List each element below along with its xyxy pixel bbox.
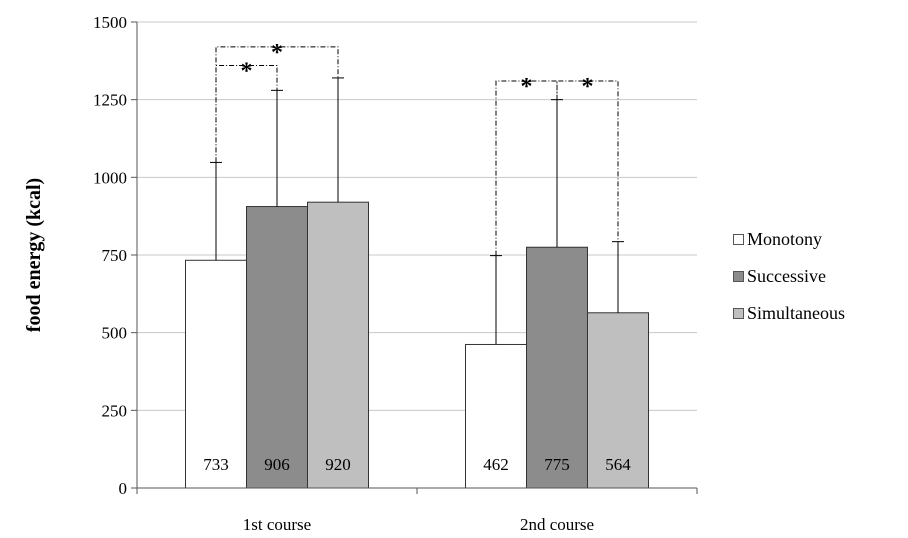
significance-star: * (271, 40, 283, 66)
y-tick-label: 0 (119, 479, 128, 498)
significance-star: * (241, 58, 253, 84)
y-tick-label: 1000 (93, 168, 127, 187)
legend-swatch-monotony (733, 234, 744, 245)
significance-bracket (556, 80, 619, 242)
significance-brackets: * * * * (215, 40, 619, 256)
value-label: 775 (544, 455, 570, 474)
y-tick-labels: 0 250 500 750 1000 1250 1500 (93, 13, 127, 498)
error-bars (210, 77, 624, 345)
bar (185, 259, 247, 489)
legend-swatch-simultaneous (733, 308, 744, 319)
legend-item-simultaneous: Simultaneous (733, 302, 845, 325)
y-tick-label: 1250 (93, 91, 127, 110)
x-category-label: 2nd course (520, 515, 594, 534)
significance-star: * (521, 74, 533, 100)
value-label: 564 (605, 455, 631, 474)
y-tick-label: 500 (102, 324, 128, 343)
bar (246, 206, 308, 489)
value-labels: 733 462 906 775 920 564 (203, 455, 631, 474)
legend-item-successive: Successive (733, 265, 845, 288)
legend-item-monotony: Monotony (733, 228, 845, 251)
significance-bracket (215, 64, 278, 163)
legend: Monotony Successive Simultaneous (733, 228, 845, 339)
value-label: 920 (325, 455, 351, 474)
x-category-labels: 1st course 2nd course (243, 515, 594, 534)
x-category-label: 1st course (243, 515, 311, 534)
bar (307, 201, 369, 489)
significance-star: * (582, 74, 594, 100)
legend-label-successive: Successive (747, 266, 826, 286)
value-label: 462 (483, 455, 509, 474)
y-tick-label: 250 (102, 401, 128, 420)
bar (587, 312, 649, 489)
legend-swatch-successive (733, 271, 744, 282)
axes (131, 21, 698, 494)
significance-bracket (215, 46, 339, 163)
value-label: 906 (264, 455, 290, 474)
bars (185, 201, 649, 489)
bar (526, 246, 588, 489)
significance-bracket (495, 80, 558, 256)
y-tick-label: 750 (102, 246, 128, 265)
y-tick-label: 1500 (93, 13, 127, 32)
y-axis-label: food energy (kcal) (23, 178, 45, 332)
legend-label-simultaneous: Simultaneous (747, 303, 845, 323)
value-label: 733 (203, 455, 229, 474)
legend-label-monotony: Monotony (747, 229, 823, 249)
